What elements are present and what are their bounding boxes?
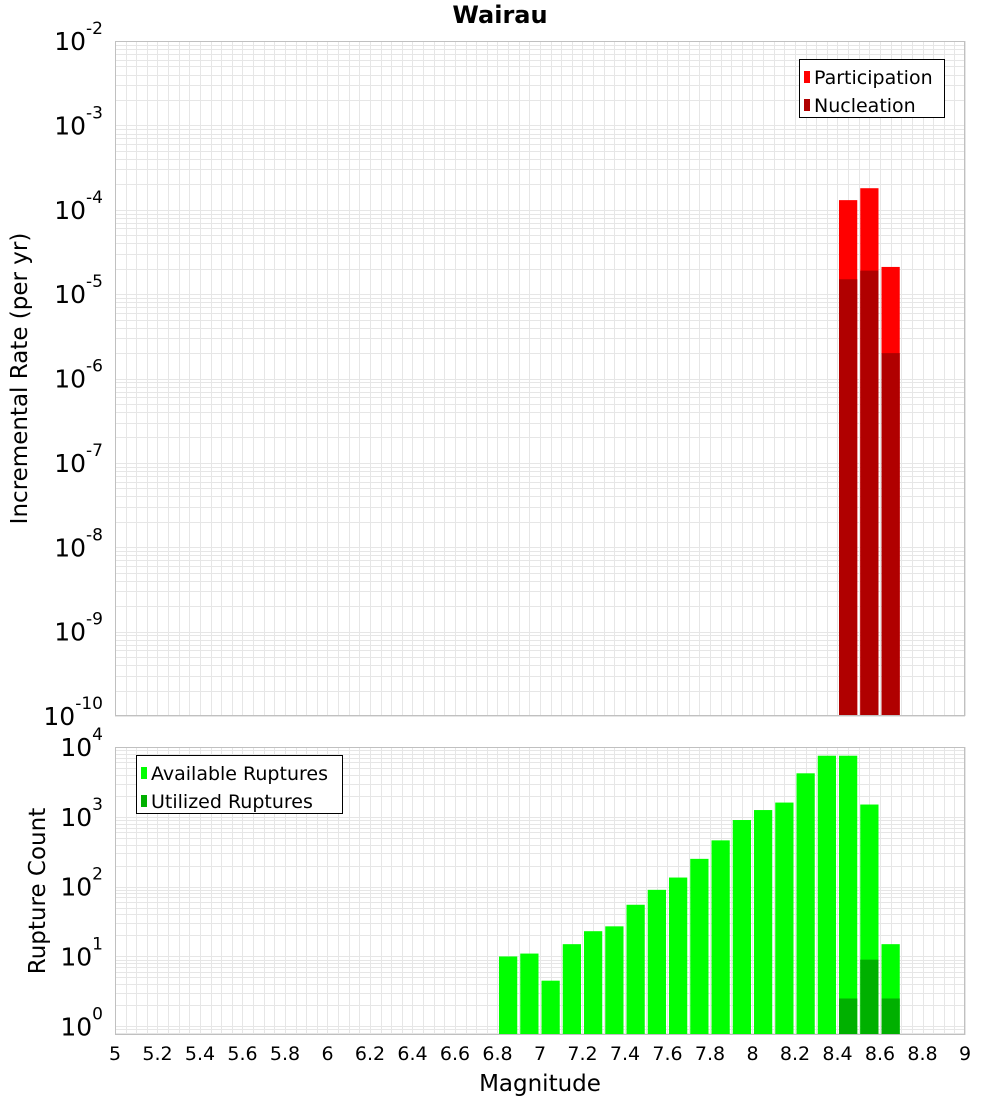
legend-box bbox=[136, 755, 343, 814]
bar-primary bbox=[499, 956, 518, 1035]
plot-border bbox=[115, 41, 965, 716]
legend-label: Available Ruptures bbox=[151, 763, 328, 785]
series-0 bbox=[499, 755, 900, 1035]
bars bbox=[499, 755, 900, 1035]
y-tick-label: 10-5 bbox=[54, 272, 103, 309]
bottom-plot-panel: 104 103 102 101 100 Rupture Count Available Ru… bbox=[25, 725, 971, 1097]
y-axis-label: Incremental Rate (per yr) bbox=[7, 233, 33, 525]
x-tick-label: 9 bbox=[959, 1043, 971, 1065]
bar-primary bbox=[732, 820, 751, 1035]
bar-primary bbox=[690, 858, 709, 1035]
legend: Participation Nucleation bbox=[799, 59, 945, 118]
bar-secondary bbox=[839, 998, 858, 1035]
legend-label: Participation bbox=[814, 67, 933, 89]
x-tick-label: 5.8 bbox=[270, 1043, 300, 1065]
bar-primary bbox=[817, 755, 836, 1035]
legend-label: Utilized Ruptures bbox=[151, 791, 313, 813]
x-tick-label: 6.6 bbox=[440, 1043, 470, 1065]
bar-primary bbox=[605, 926, 624, 1035]
y-tick-label: 100 bbox=[60, 1004, 103, 1041]
legend-swatch bbox=[141, 767, 147, 779]
y-tick-label: 101 bbox=[60, 934, 103, 971]
chart-title: Wairau bbox=[452, 1, 547, 29]
y-tick-labels: 104 103 102 101 100 bbox=[60, 725, 103, 1041]
y-tick-label: 103 bbox=[60, 795, 103, 832]
legend-swatch bbox=[804, 71, 810, 83]
bar-primary bbox=[775, 802, 794, 1035]
y-tick-label: 10-7 bbox=[54, 441, 103, 478]
bars bbox=[839, 188, 900, 717]
top-plot-panel: 10-2 10-3 10-4 10-5 10-6 10-7 10-8 10-9 10-10 Inc… bbox=[7, 19, 966, 731]
x-axis-label: Magnitude bbox=[479, 1071, 601, 1097]
y-tick-label: 10-10 bbox=[43, 694, 103, 731]
x-tick-label: 6 bbox=[321, 1043, 333, 1065]
legend-box bbox=[799, 59, 945, 118]
x-tick-label: 7.2 bbox=[567, 1043, 597, 1065]
bar-secondary bbox=[881, 353, 900, 716]
legend-swatch bbox=[804, 99, 810, 111]
x-tick-label: 8 bbox=[746, 1043, 758, 1065]
bar-primary bbox=[562, 944, 581, 1035]
bar-primary bbox=[669, 877, 688, 1035]
bar-primary bbox=[626, 904, 645, 1035]
x-tick-label: 8.8 bbox=[907, 1043, 937, 1065]
y-axis-label: Rupture Count bbox=[25, 808, 51, 974]
y-tick-label: 10-4 bbox=[54, 188, 103, 225]
bar-primary bbox=[839, 755, 858, 1035]
x-tick-label: 7.8 bbox=[695, 1043, 725, 1065]
x-tick-label: 8.4 bbox=[822, 1043, 852, 1065]
plot-border bbox=[115, 747, 965, 1035]
y-tick-label: 10-3 bbox=[54, 103, 103, 140]
x-tick-label: 8.2 bbox=[780, 1043, 810, 1065]
x-tick-label: 5 bbox=[109, 1043, 121, 1065]
y-tick-label: 10-9 bbox=[54, 610, 103, 647]
legend: Available Ruptures Utilized Ruptures bbox=[136, 755, 343, 814]
x-tick-label: 7.4 bbox=[610, 1043, 640, 1065]
y-tick-label: 104 bbox=[60, 725, 103, 762]
bar-primary bbox=[541, 980, 560, 1035]
y-tick-label: 102 bbox=[60, 865, 103, 902]
x-tick-label: 5.4 bbox=[185, 1043, 215, 1065]
series-1 bbox=[839, 959, 900, 1035]
x-tick-label: 7.6 bbox=[652, 1043, 682, 1065]
x-tick-label: 5.2 bbox=[142, 1043, 172, 1065]
bar-primary bbox=[754, 810, 773, 1035]
x-tick-labels: 5 5.2 5.4 5.6 5.8 6 6.2 6.4 6.6 6.8 7 7.2 7.4 7.6 7.8 8… bbox=[109, 1043, 971, 1065]
x-tick-label: 6.2 bbox=[355, 1043, 385, 1065]
legend-label: Nucleation bbox=[814, 95, 916, 117]
x-grid bbox=[115, 41, 966, 716]
bar-primary bbox=[711, 840, 730, 1035]
bar-primary bbox=[647, 889, 666, 1035]
x-tick-label: 7 bbox=[534, 1043, 546, 1065]
y-tick-label: 10-8 bbox=[54, 525, 103, 562]
y-tick-label: 10-2 bbox=[54, 19, 103, 56]
legend-swatch bbox=[141, 795, 147, 807]
y-grid bbox=[115, 41, 965, 717]
series-1 bbox=[839, 270, 900, 716]
bar-secondary bbox=[839, 279, 858, 716]
x-tick-label: 6.8 bbox=[482, 1043, 512, 1065]
bar-secondary bbox=[860, 270, 879, 716]
bar-secondary bbox=[881, 998, 900, 1035]
bar-primary bbox=[796, 773, 815, 1035]
y-tick-label: 10-6 bbox=[54, 357, 103, 394]
x-tick-label: 5.6 bbox=[227, 1043, 257, 1065]
y-tick-labels: 10-2 10-3 10-4 10-5 10-6 10-7 10-8 10-9 10-10 bbox=[43, 19, 103, 731]
bar-primary bbox=[584, 931, 603, 1035]
x-tick-label: 8.6 bbox=[865, 1043, 895, 1065]
bar-secondary bbox=[860, 959, 879, 1035]
x-tick-label: 6.4 bbox=[397, 1043, 427, 1065]
bar-primary bbox=[520, 953, 539, 1035]
